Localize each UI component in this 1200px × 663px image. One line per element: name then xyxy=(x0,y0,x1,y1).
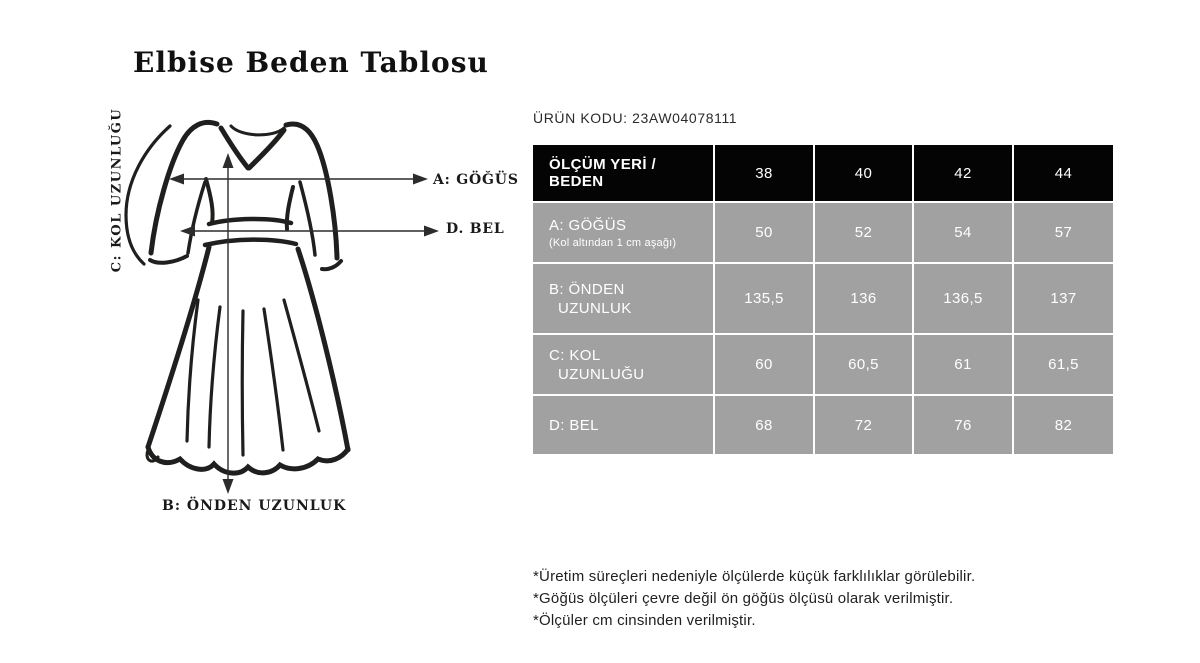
dress-sketch-illustration xyxy=(124,119,439,494)
row-label-line2: UZUNLUĞU xyxy=(558,365,645,383)
chest-measure-label: A: GÖĞÜS xyxy=(433,172,519,188)
measure-arrows xyxy=(183,167,425,480)
front-length-value-42: 136,5 xyxy=(914,264,1012,333)
dress-measurement-diagram: A: GÖĞÜS D. BEL C: KOL UZUNLUĞU B: ÖNDEN… xyxy=(100,95,540,535)
sleeve-length-value-44: 61,5 xyxy=(1014,335,1113,394)
footnote-chest-measure: *Göğüs ölçüleri çevre değil ön göğüs ölç… xyxy=(533,590,954,607)
table-header-size-42: 42 xyxy=(914,145,1012,201)
row-label-line1: C: KOL xyxy=(549,346,601,364)
sleeve-length-value-42: 61 xyxy=(914,335,1012,394)
product-code: ÜRÜN KODU: 23AW04078111 xyxy=(533,110,738,126)
waist-value-44: 82 xyxy=(1014,396,1113,454)
waist-value-38: 68 xyxy=(715,396,813,454)
footnote-cm-units: *Ölçüler cm cinsinden verilmiştir. xyxy=(533,612,756,629)
row-label-subtext: (Kol altından 1 cm aşağı) xyxy=(549,236,677,249)
waist-value-42: 76 xyxy=(914,396,1012,454)
row-label-chest: A: GÖĞÜS (Kol altından 1 cm aşağı) xyxy=(533,203,713,262)
sleeve-length-label: C: KOL UZUNLUĞU xyxy=(109,107,125,273)
row-label-line1: B: ÖNDEN xyxy=(549,280,625,298)
row-label-line1: A: GÖĞÜS xyxy=(549,216,627,234)
row-label-front-length: B: ÖNDEN UZUNLUK xyxy=(533,264,713,333)
sleeve-length-value-40: 60,5 xyxy=(815,335,912,394)
table-header-size-38: 38 xyxy=(715,145,813,201)
front-length-value-38: 135,5 xyxy=(715,264,813,333)
sleeve-length-value-38: 60 xyxy=(715,335,813,394)
chest-value-44: 57 xyxy=(1014,203,1113,262)
row-label-line1: D: BEL xyxy=(549,416,599,434)
footnote-production: *Üretim süreçleri nedeniyle ölçülerde kü… xyxy=(533,568,976,585)
waist-value-40: 72 xyxy=(815,396,912,454)
front-length-value-44: 137 xyxy=(1014,264,1113,333)
row-label-line2: UZUNLUK xyxy=(558,299,632,317)
size-table: ÖLÇÜM YERİ / BEDEN 38 40 42 44 A: GÖĞÜS … xyxy=(533,145,1113,454)
table-header-size-44: 44 xyxy=(1014,145,1113,201)
table-header-measure-place: ÖLÇÜM YERİ / BEDEN xyxy=(533,145,713,201)
row-label-waist: D: BEL xyxy=(533,396,713,454)
table-header-size-40: 40 xyxy=(815,145,912,201)
waist-measure-label: D. BEL xyxy=(446,221,505,237)
footnotes: *Üretim süreçleri nedeniyle ölçülerde kü… xyxy=(533,566,975,632)
page-title: Elbise Beden Tablosu xyxy=(133,46,489,79)
chest-value-40: 52 xyxy=(815,203,912,262)
front-length-value-40: 136 xyxy=(815,264,912,333)
chest-value-38: 50 xyxy=(715,203,813,262)
row-label-sleeve-length: C: KOL UZUNLUĞU xyxy=(533,335,713,394)
front-length-label: B: ÖNDEN UZUNLUK xyxy=(162,498,347,514)
chest-value-42: 54 xyxy=(914,203,1012,262)
